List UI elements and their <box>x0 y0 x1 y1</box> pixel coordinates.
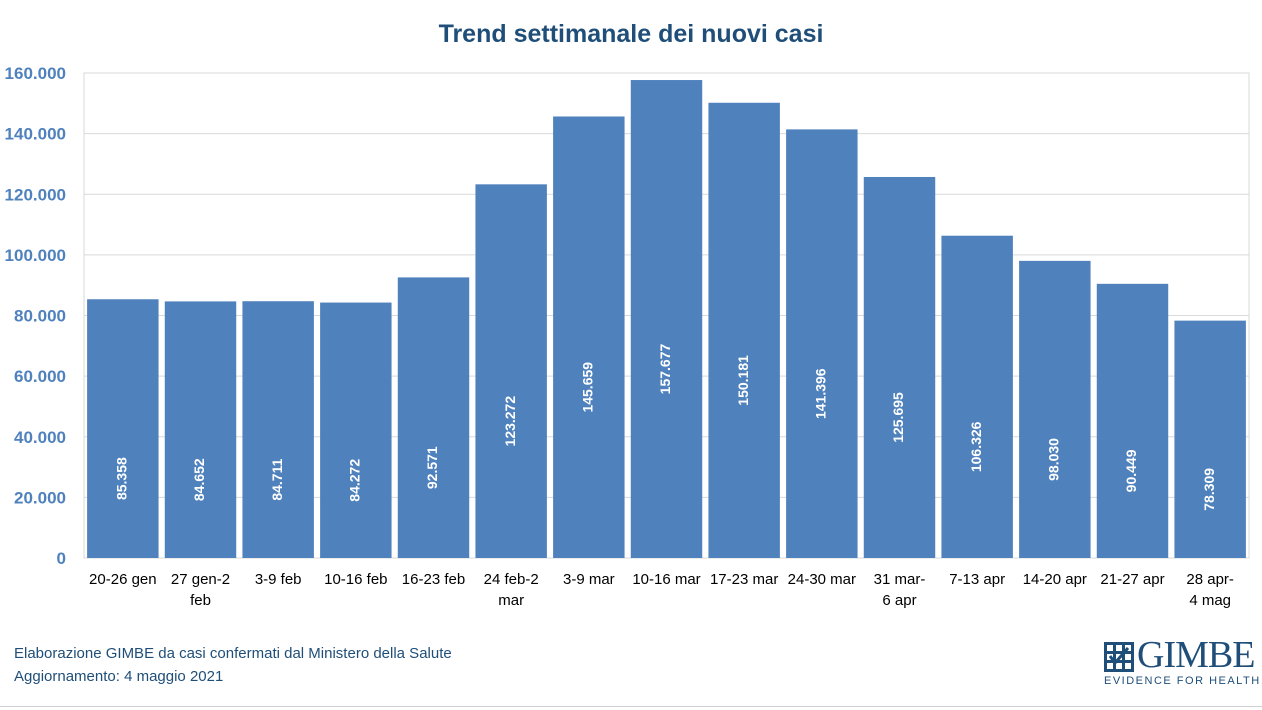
data-label: 92.571 <box>424 446 440 489</box>
y-tick-label: 100.000 <box>5 246 66 265</box>
bar <box>397 277 470 558</box>
x-tick-label: 20-26 gen <box>89 571 157 588</box>
data-label: 90.449 <box>1123 449 1139 492</box>
x-tick-label: 10-16 feb <box>324 571 387 588</box>
y-tick-label: 160.000 <box>5 64 66 83</box>
data-label: 84.711 <box>269 458 285 500</box>
data-label: 84.652 <box>191 458 207 501</box>
divider <box>0 706 1262 707</box>
logo-wordmark: GIMBE <box>1137 634 1255 676</box>
data-label: 150.181 <box>735 355 751 406</box>
gimbe-grid-icon <box>1104 642 1134 672</box>
bar-chart: Trend settimanale dei nuovi casi 0 20.000… <box>5 20 1250 609</box>
chart-title: Trend settimanale dei nuovi casi <box>439 20 824 48</box>
x-tick-label: 21-27 apr <box>1100 571 1164 588</box>
y-tick-label: 120.000 <box>5 185 66 204</box>
bar <box>1019 260 1091 558</box>
x-tick-label: 16-23 feb <box>402 571 465 588</box>
x-tick-label: 14-20 apr <box>1023 571 1087 588</box>
data-label: 78.309 <box>1201 468 1217 511</box>
footer-source-note: Elaborazione GIMBE da casi confermati da… <box>14 645 452 662</box>
x-tick-label: 27 gen-2 <box>171 571 230 588</box>
data-label: 85.358 <box>114 457 130 500</box>
data-labels: 85.358 84.652 84.711 84.272 92.571 123.272 145… <box>114 344 1217 511</box>
x-tick-label: 24 feb-2 <box>484 571 539 588</box>
data-label: 141.396 <box>813 368 829 419</box>
footer-update-date: Aggiornamento: 4 maggio 2021 <box>14 668 224 685</box>
bar <box>87 299 159 558</box>
logo-tagline: EVIDENCE FOR HEALTH <box>1104 675 1261 687</box>
x-tick-label: 28 apr- <box>1186 571 1234 588</box>
bar <box>475 184 547 558</box>
x-tick-label: 7-13 apr <box>949 571 1005 588</box>
bar <box>1174 320 1246 558</box>
bar <box>164 301 237 558</box>
y-tick-label: 40.000 <box>14 428 66 447</box>
data-label: 98.030 <box>1046 438 1062 481</box>
bar <box>1096 283 1169 558</box>
bar <box>863 176 936 558</box>
bar <box>630 80 703 558</box>
y-tick-label: 140.000 <box>5 125 66 144</box>
bars <box>87 80 1246 558</box>
y-axis-ticks: 0 20.000 40.000 60.000 80.000 100.000 120.000 1… <box>5 64 66 568</box>
x-tick-label: feb <box>190 592 211 609</box>
data-label: 123.272 <box>502 396 518 447</box>
x-tick-label: mar <box>498 592 524 609</box>
x-tick-label: 3-9 feb <box>255 571 302 588</box>
bar <box>553 116 625 558</box>
gimbe-logo: GIMBE EVIDENCE FOR HEALTH <box>1104 635 1259 690</box>
x-axis-ticks: 20-26 gen 27 gen-2 feb 3-9 feb 10-16 feb 16-2… <box>89 571 1234 609</box>
data-label: 145.659 <box>580 362 596 413</box>
x-tick-label: 17-23 mar <box>710 571 778 588</box>
bar <box>786 129 858 558</box>
y-tick-label: 20.000 <box>14 488 66 507</box>
x-tick-label: 3-9 mar <box>563 571 615 588</box>
y-tick-label: 80.000 <box>14 307 66 326</box>
x-tick-label: 31 mar- <box>874 571 926 588</box>
y-tick-label: 0 <box>57 549 66 568</box>
x-tick-label: 24-30 mar <box>788 571 856 588</box>
y-tick-label: 60.000 <box>14 367 66 386</box>
x-tick-label: 10-16 mar <box>632 571 700 588</box>
x-tick-label: 4 mag <box>1189 592 1231 609</box>
bar <box>320 302 392 558</box>
bar <box>242 301 314 558</box>
bar <box>708 102 780 558</box>
data-label: 106.326 <box>968 421 984 472</box>
data-label: 84.272 <box>347 459 363 502</box>
data-label: 157.677 <box>657 344 673 395</box>
bar <box>941 235 1013 558</box>
data-label: 125.695 <box>890 392 906 443</box>
x-tick-label: 6 apr <box>882 592 916 609</box>
